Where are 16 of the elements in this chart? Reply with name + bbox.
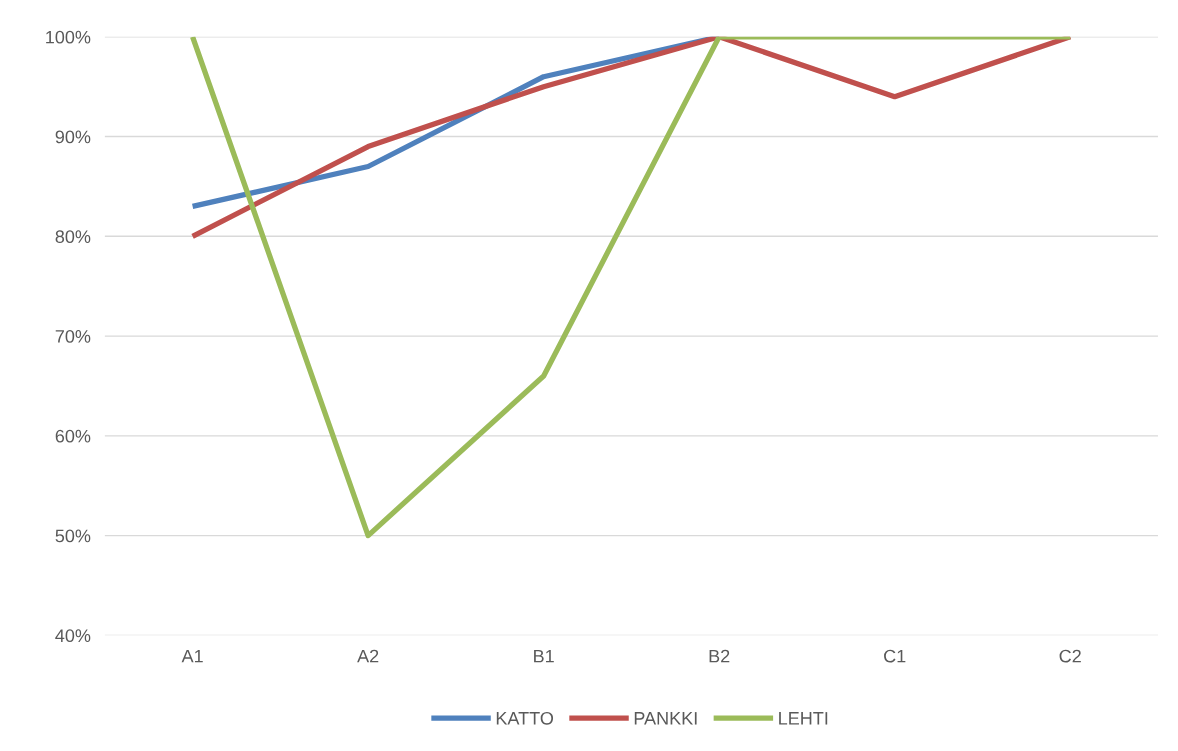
y-tick-label: 70% — [55, 330, 91, 343]
y-tick-label: 90% — [55, 130, 91, 144]
x-tick-label: C2 — [1059, 649, 1081, 663]
y-tick-label: 50% — [55, 529, 91, 543]
y-tick-label: 60% — [55, 429, 91, 443]
y-tick-label: 40% — [55, 629, 91, 643]
legend-label: LEHTI — [779, 712, 828, 725]
y-tick-label: 100% — [46, 30, 91, 44]
x-tick-label: B1 — [534, 649, 554, 663]
legend-label: PANKKI — [634, 712, 697, 725]
x-tick-label: C1 — [884, 649, 906, 663]
y-tick-label: 80% — [55, 230, 91, 244]
x-tick-label: B2 — [709, 649, 730, 663]
legend-label: KATTO — [496, 711, 554, 725]
x-tick-label: A2 — [357, 649, 379, 663]
x-tick-label: A1 — [181, 649, 203, 663]
